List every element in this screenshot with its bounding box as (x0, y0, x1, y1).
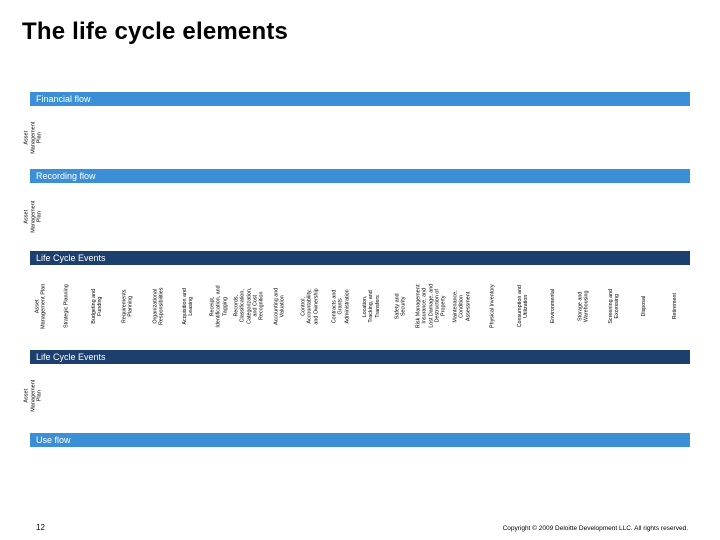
event-label: Consumption and Utilization (516, 284, 529, 328)
event-column: Physical Inventory (477, 264, 507, 348)
page-title: The life cycle elements (22, 18, 289, 45)
financial-side-label: Asset Management Plan (23, 121, 43, 155)
life-cycle-events-band-2: Life Cycle Events (30, 350, 690, 364)
event-column: Retirement (660, 264, 690, 348)
event-label: Maintenance, Condition Assessment (452, 289, 472, 323)
event-label: Location, Tracking, and Transfers (361, 289, 381, 323)
event-label: Strategic Planning (64, 284, 71, 328)
event-column: Risk Management: Insurance, and Lost Dam… (416, 264, 448, 348)
event-label: Budgeting and Funding (91, 288, 104, 324)
event-column: Organizational Responsibilities (143, 264, 173, 348)
event-column: Maintenance, Condition Assessment (447, 264, 477, 348)
events-side-label: Asset Management Plan (23, 379, 43, 413)
event-column: Contracts and Grants Administration (325, 264, 355, 348)
event-label: Disposal (641, 295, 648, 317)
event-column: Environmental (538, 264, 568, 348)
event-label: Receipt, Identification, and Tagging (209, 284, 229, 328)
event-label: Safety and Security (395, 293, 408, 319)
event-label: Records, Classification, Categorization,… (233, 287, 265, 325)
recording-side-label: Asset Management Plan (23, 200, 43, 234)
event-label: Storage and Warehousing (577, 290, 590, 322)
use-flow-band: Use flow (30, 433, 690, 447)
event-label: Requirements Planning (121, 289, 134, 323)
event-label: Risk Management: Insurance, and Lost Dam… (416, 283, 448, 329)
event-column: Strategic Planning (52, 264, 82, 348)
event-label: Contracts and Grants Administration (331, 288, 350, 324)
event-column: Budgeting and Funding (82, 264, 112, 348)
event-label: Environmental (550, 288, 557, 324)
event-label: Organizational Responsibilities (152, 287, 165, 325)
event-label: Acquisition and Leasing (182, 287, 195, 325)
event-column: Storage and Warehousing (568, 264, 598, 348)
event-column: Requirements Planning (113, 264, 143, 348)
event-column: Consumption and Utilization (508, 264, 538, 348)
event-column: Records, Classification, Categorization,… (233, 264, 265, 348)
life-cycle-events-row: Asset Management Plan Strategic Planning B… (30, 264, 690, 348)
event-column: Control, Accountability, and Ownership (295, 264, 325, 348)
event-column: Disposal (629, 264, 659, 348)
event-column: Safety and Security (386, 264, 416, 348)
copyright-notice: Copyright © 2009 Deloitte Development LL… (502, 525, 688, 532)
event-label: Control, Accountability, and Ownership (300, 287, 320, 325)
recording-flow-band: Recording flow (30, 169, 690, 183)
event-label: Asset Management Plan (34, 283, 47, 329)
event-column: Screening and Excessing (599, 264, 629, 348)
event-label: Physical Inventory (489, 284, 496, 328)
event-label: Accounting and Valuation (273, 287, 286, 325)
page-number: 12 (36, 523, 45, 532)
event-label: Screening and Excessing (607, 288, 621, 324)
event-column: Receipt, Identification, and Tagging (204, 264, 234, 348)
event-column: Asset Management Plan (30, 264, 52, 348)
event-column: Accounting and Valuation (265, 264, 295, 348)
event-column: Acquisition and Leasing (174, 264, 204, 348)
event-column: Location, Tracking, and Transfers (356, 264, 386, 348)
event-label: Retirement (671, 292, 678, 320)
financial-flow-band: Financial flow (30, 92, 690, 106)
life-cycle-events-band-1: Life Cycle Events (30, 251, 690, 265)
